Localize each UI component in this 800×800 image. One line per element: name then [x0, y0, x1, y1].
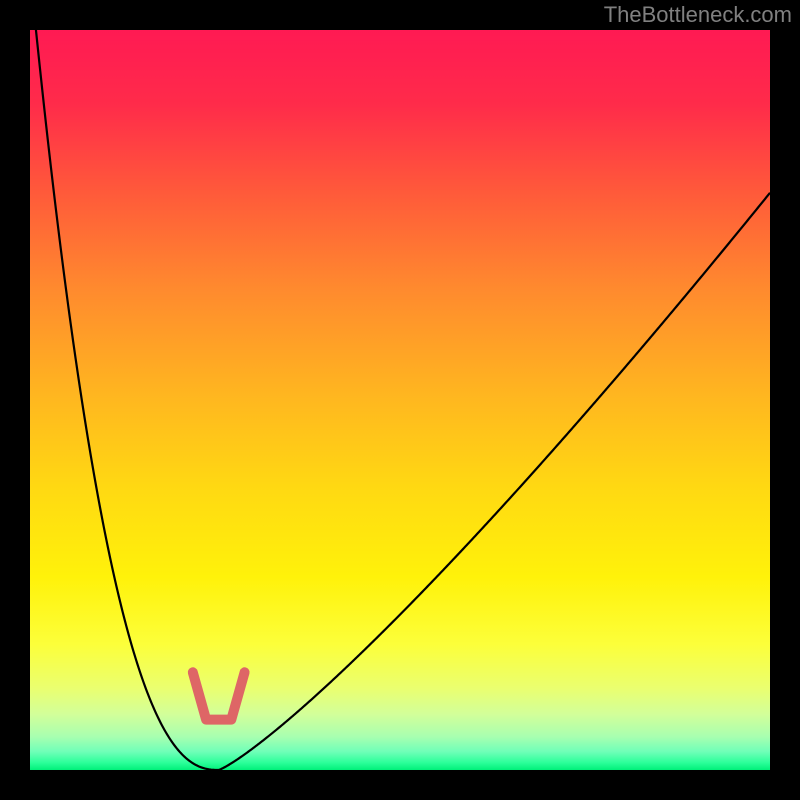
watermark-text: TheBottleneck.com: [604, 2, 792, 28]
plot-area: [30, 30, 770, 770]
chart-container: TheBottleneck.com: [0, 0, 800, 800]
bottleneck-chart: [0, 0, 800, 800]
